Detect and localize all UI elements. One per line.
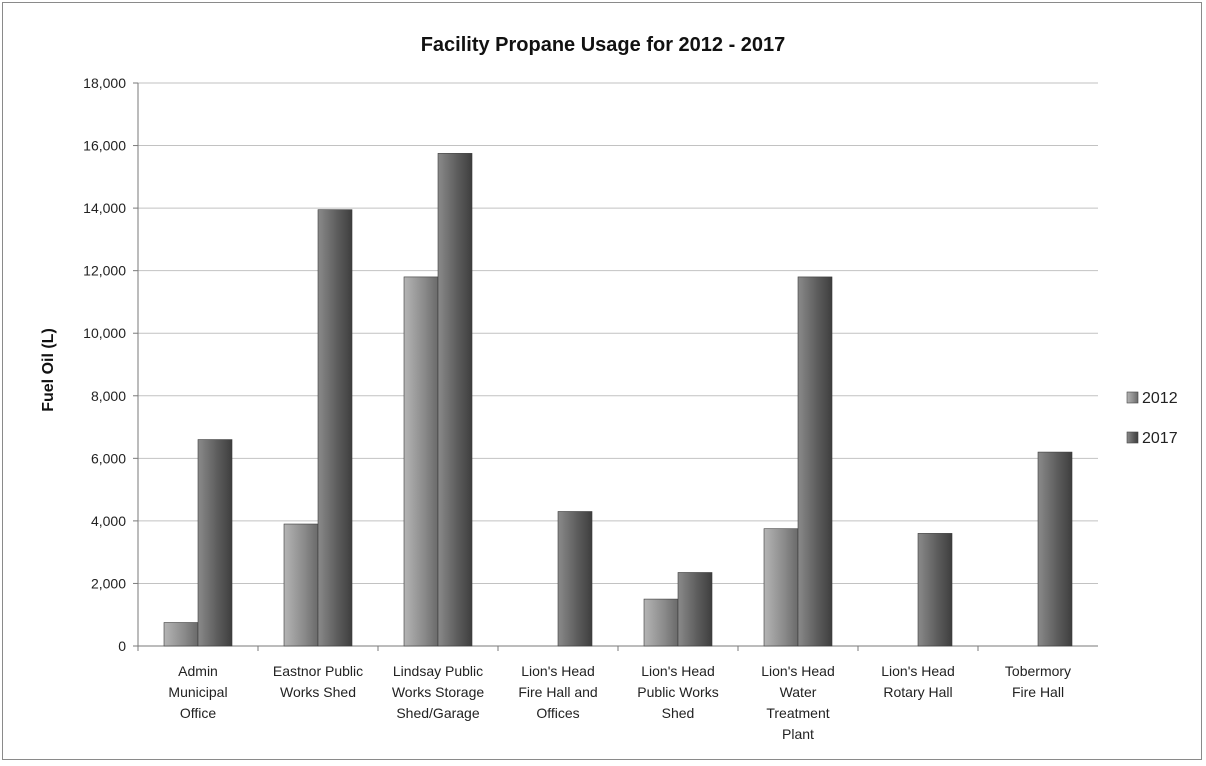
bar-2017 (797, 276, 833, 647)
bars-group (163, 153, 1073, 647)
bar-2012 (403, 276, 439, 647)
legend-label-2012: 2012 (1142, 390, 1178, 407)
x-category-label: Lion's Head Fire Hall and Offices (518, 663, 597, 721)
y-tick-label: 0 (118, 638, 126, 654)
x-category-label: Tobermory Fire Hall (1005, 663, 1071, 700)
y-tick-label: 12,000 (83, 263, 126, 279)
y-axis-label: Fuel Oil (L) (40, 328, 57, 412)
legend-swatch-2017 (1126, 431, 1139, 444)
bar-2012 (283, 523, 319, 647)
bar-2017 (1037, 451, 1073, 647)
bar-chart: Facility Propane Usage for 2012 - 2017 F… (40, 34, 1178, 742)
bar-2012 (643, 598, 679, 647)
y-tick-label: 2,000 (91, 575, 126, 591)
y-tick-label: 4,000 (91, 513, 126, 529)
x-category-label: Admin Municipal Office (168, 663, 227, 721)
bar-2017 (557, 511, 593, 647)
bar-2017 (917, 533, 953, 647)
x-category-label: Lion's Head Public Works Shed (637, 663, 718, 721)
bar-2017 (197, 439, 233, 647)
y-tick-label: 10,000 (83, 325, 126, 341)
bar-2012 (163, 622, 199, 647)
legend-swatch-2012 (1126, 391, 1139, 404)
bar-2017 (677, 572, 713, 647)
gridlines (133, 82, 1098, 651)
y-tick-label: 6,000 (91, 450, 126, 466)
bar-2012 (763, 528, 799, 647)
bar-2017 (437, 153, 473, 647)
legend-label-2017: 2017 (1142, 430, 1178, 447)
y-tick-label: 8,000 (91, 388, 126, 404)
legend: 2012 2017 (1126, 390, 1178, 447)
x-category-label: Lion's Head Water Treatment Plant (761, 663, 835, 742)
x-category-labels: Admin Municipal Office Eastnor Public Works … (168, 663, 1071, 742)
y-tick-label: 18,000 (83, 75, 126, 91)
chart-title: Facility Propane Usage for 2012 - 2017 (421, 34, 786, 56)
x-category-label: Eastnor Public Works Shed (273, 663, 363, 700)
bar-2017 (317, 209, 353, 647)
x-category-label: Lindsay Public Works Storage Shed/Garage (392, 663, 485, 721)
y-tick-label: 14,000 (83, 200, 126, 216)
y-tick-label: 16,000 (83, 138, 126, 154)
y-tick-labels: 0 2,000 4,000 6,000 8,000 10,000 12,000 14,000 1… (83, 75, 126, 654)
x-category-label: Lion's Head Rotary Hall (881, 663, 955, 700)
